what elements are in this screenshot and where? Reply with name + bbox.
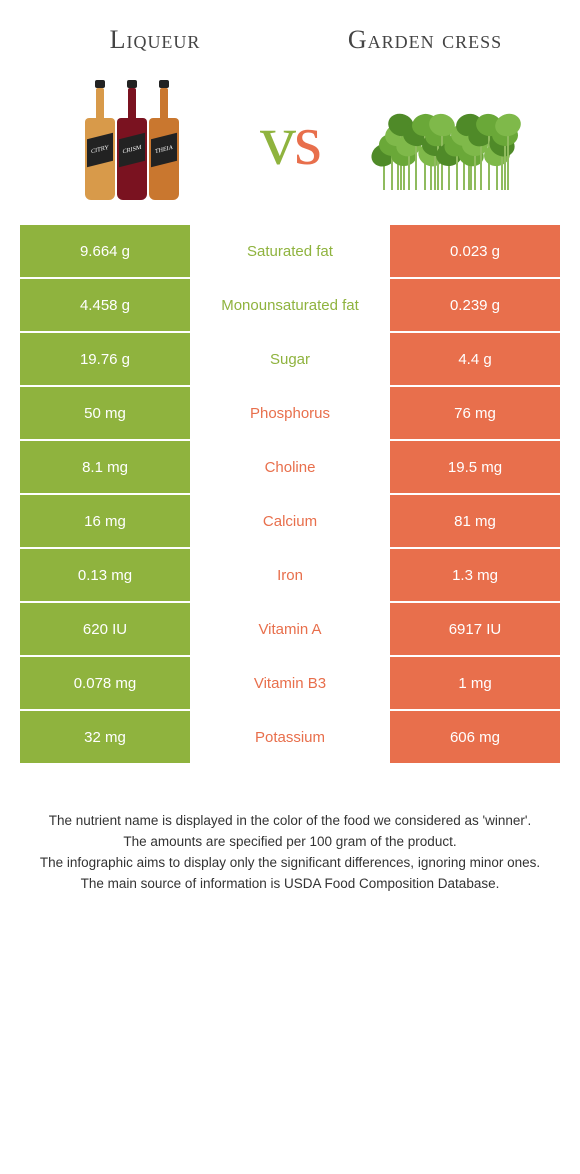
nutrient-label: Monounsaturated fat — [190, 279, 390, 331]
left-food-image: CITRYCRISMTHEIA — [57, 75, 207, 205]
right-value: 19.5 mg — [390, 441, 560, 493]
table-row: 19.76 gSugar4.4 g — [20, 333, 560, 387]
footer-line: The nutrient name is displayed in the co… — [30, 811, 550, 832]
right-value: 606 mg — [390, 711, 560, 763]
left-value: 19.76 g — [20, 333, 190, 385]
right-value: 1 mg — [390, 657, 560, 709]
footer-line: The amounts are specified per 100 gram o… — [30, 832, 550, 853]
table-row: 50 mgPhosphorus76 mg — [20, 387, 560, 441]
table-row: 16 mgCalcium81 mg — [20, 495, 560, 549]
table-row: 0.078 mgVitamin B31 mg — [20, 657, 560, 711]
table-row: 4.458 gMonounsaturated fat0.239 g — [20, 279, 560, 333]
nutrient-label: Iron — [190, 549, 390, 601]
left-value: 620 IU — [20, 603, 190, 655]
nutrient-label: Potassium — [190, 711, 390, 763]
table-row: 0.13 mgIron1.3 mg — [20, 549, 560, 603]
nutrient-label: Vitamin A — [190, 603, 390, 655]
nutrient-label: Phosphorus — [190, 387, 390, 439]
footer-line: The infographic aims to display only the… — [30, 853, 550, 874]
left-food-title: Liqueur — [20, 24, 290, 55]
images-row: CITRYCRISMTHEIA vs — [0, 65, 580, 225]
vs-v: v — [260, 100, 294, 180]
comparison-table: 9.664 gSaturated fat0.023 g4.458 gMonoun… — [20, 225, 560, 765]
right-value: 4.4 g — [390, 333, 560, 385]
vs-label: vs — [260, 99, 320, 182]
table-row: 8.1 mgCholine19.5 mg — [20, 441, 560, 495]
right-food-title: Garden cress — [290, 24, 560, 55]
bottle-icon: CITRY — [85, 80, 115, 200]
left-value: 16 mg — [20, 495, 190, 547]
vs-s: s — [294, 100, 320, 180]
right-value: 81 mg — [390, 495, 560, 547]
bottle-icon: CRISM — [117, 80, 147, 200]
bottle-icon: THEIA — [149, 80, 179, 200]
left-value: 32 mg — [20, 711, 190, 763]
nutrient-label: Saturated fat — [190, 225, 390, 277]
right-value: 1.3 mg — [390, 549, 560, 601]
left-value: 50 mg — [20, 387, 190, 439]
right-value: 6917 IU — [390, 603, 560, 655]
left-value: 4.458 g — [20, 279, 190, 331]
right-value: 0.239 g — [390, 279, 560, 331]
table-row: 9.664 gSaturated fat0.023 g — [20, 225, 560, 279]
table-row: 620 IUVitamin A6917 IU — [20, 603, 560, 657]
right-value: 0.023 g — [390, 225, 560, 277]
right-value: 76 mg — [390, 387, 560, 439]
left-value: 0.13 mg — [20, 549, 190, 601]
table-row: 32 mgPotassium606 mg — [20, 711, 560, 765]
nutrient-label: Choline — [190, 441, 390, 493]
nutrient-label: Vitamin B3 — [190, 657, 390, 709]
left-value: 8.1 mg — [20, 441, 190, 493]
footer-line: The main source of information is USDA F… — [30, 874, 550, 895]
right-food-image — [373, 75, 523, 205]
footer-notes: The nutrient name is displayed in the co… — [0, 765, 580, 895]
header: Liqueur Garden cress — [0, 0, 580, 65]
left-value: 0.078 mg — [20, 657, 190, 709]
left-value: 9.664 g — [20, 225, 190, 277]
nutrient-label: Calcium — [190, 495, 390, 547]
nutrient-label: Sugar — [190, 333, 390, 385]
